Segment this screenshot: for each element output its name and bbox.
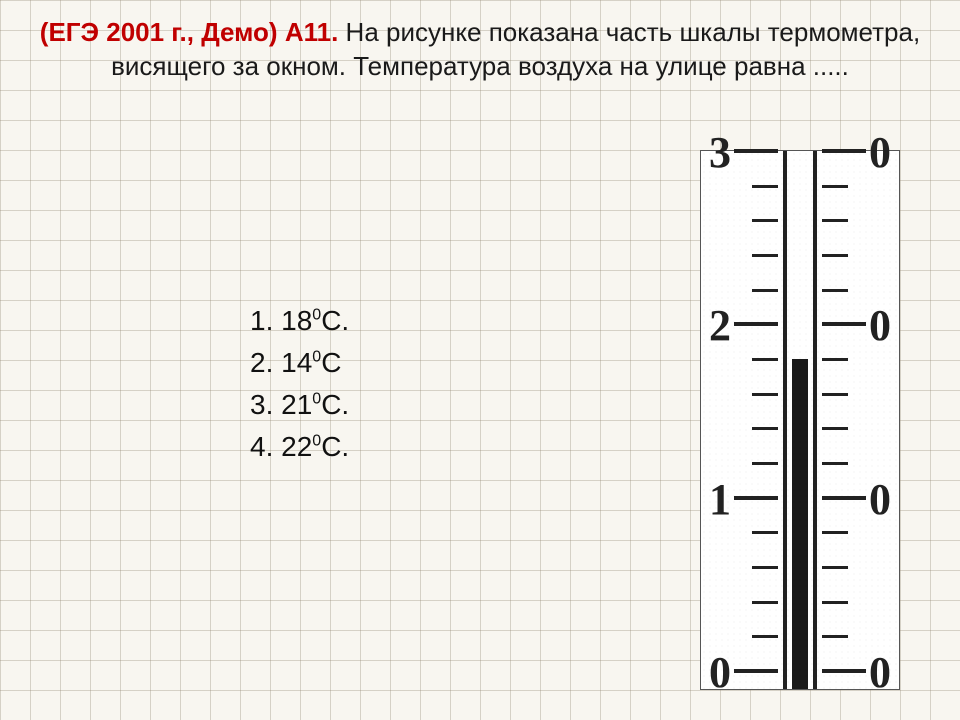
answer-option-3: 3. 210C. (250, 384, 349, 426)
tick-major (734, 496, 778, 500)
answer-unit: C. (321, 305, 349, 336)
answer-number: 2. (250, 347, 273, 378)
tick-minor (822, 427, 848, 430)
slide-content: (ЕГЭ 2001 г., Демо) А11. На рисунке пока… (0, 0, 960, 720)
tick-minor (752, 358, 778, 361)
scale-label-left: 0 (709, 647, 731, 698)
tick-minor (822, 566, 848, 569)
answer-unit: C (321, 347, 341, 378)
tick-major (822, 149, 866, 153)
thermometer-figure: 30201000 (700, 150, 900, 690)
tick-minor (752, 601, 778, 604)
tick-major (822, 496, 866, 500)
tick-minor (822, 254, 848, 257)
tick-minor (752, 185, 778, 188)
answer-value: 18 (281, 305, 312, 336)
question-text: (ЕГЭ 2001 г., Демо) А11. На рисунке пока… (20, 16, 940, 84)
answer-number: 4. (250, 431, 273, 462)
scale-label-left: 1 (709, 474, 731, 525)
thermometer-tube (783, 151, 817, 689)
scale-label-right: 0 (869, 127, 891, 178)
scale-label-right: 0 (869, 300, 891, 351)
tick-minor (822, 635, 848, 638)
answer-number: 1. (250, 305, 273, 336)
tick-major (734, 322, 778, 326)
tick-minor (752, 566, 778, 569)
scale-label-right: 0 (869, 474, 891, 525)
tick-minor (822, 601, 848, 604)
answer-list: 1. 180C. 2. 140C 3. 210C. 4. 220C. (250, 300, 349, 468)
tick-minor (822, 393, 848, 396)
tick-minor (752, 219, 778, 222)
answer-option-1: 1. 180C. (250, 300, 349, 342)
answer-value: 22 (281, 431, 312, 462)
scale-label-right: 0 (869, 647, 891, 698)
tick-minor (752, 531, 778, 534)
degree-zero: 0 (312, 433, 321, 450)
tick-major (734, 669, 778, 673)
degree-zero: 0 (312, 349, 321, 366)
answer-option-4: 4. 220C. (250, 426, 349, 468)
tick-major (822, 669, 866, 673)
tick-minor (752, 289, 778, 292)
tick-minor (752, 254, 778, 257)
tick-minor (752, 393, 778, 396)
degree-zero: 0 (312, 307, 321, 324)
tick-major (734, 149, 778, 153)
answer-unit: C. (321, 389, 349, 420)
tick-minor (822, 289, 848, 292)
thermometer-mercury (792, 359, 808, 689)
tick-minor (822, 185, 848, 188)
question-lead: (ЕГЭ 2001 г., Демо) А11. (40, 17, 339, 47)
answer-unit: C. (321, 431, 349, 462)
answer-option-2: 2. 140C (250, 342, 349, 384)
degree-zero: 0 (312, 391, 321, 408)
tick-minor (822, 462, 848, 465)
tick-minor (822, 531, 848, 534)
tick-minor (752, 635, 778, 638)
tick-minor (752, 462, 778, 465)
tick-major (822, 322, 866, 326)
answer-value: 21 (281, 389, 312, 420)
answer-value: 14 (281, 347, 312, 378)
answer-number: 3. (250, 389, 273, 420)
scale-label-left: 2 (709, 300, 731, 351)
scale-label-left: 3 (709, 127, 731, 178)
tick-minor (822, 219, 848, 222)
tick-minor (822, 358, 848, 361)
tick-minor (752, 427, 778, 430)
